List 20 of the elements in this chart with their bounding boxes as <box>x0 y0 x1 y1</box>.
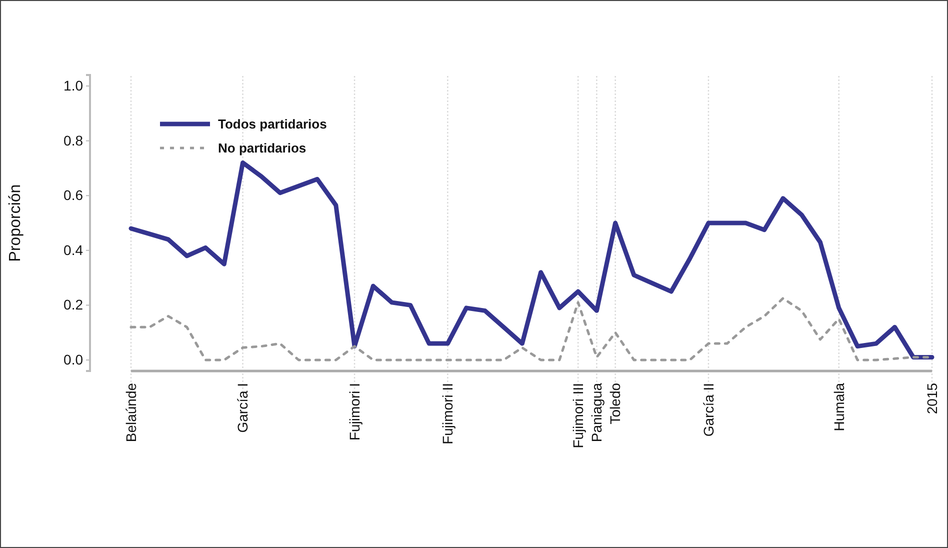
y-tick-label: 0.6 <box>64 187 84 204</box>
line-series <box>128 160 934 360</box>
legend-label: Todos partidarios <box>218 116 327 132</box>
x-tick-label: García I <box>234 382 251 433</box>
x-tick-label: Fujimori II <box>440 382 456 444</box>
y-tick-label: 0.4 <box>64 242 84 258</box>
y-axis-title: Proporción <box>7 184 24 262</box>
x-tick-label: Fujimori I <box>346 382 362 441</box>
x-tick-label: Toledo <box>607 382 624 424</box>
y-tick-label: 0.8 <box>64 132 84 148</box>
x-tick-label: 2015 <box>924 382 940 414</box>
y-tick-label: 0.2 <box>64 296 84 313</box>
x-tick-label: Belaúnde <box>122 382 139 442</box>
x-tick-label: Fujimori III <box>570 382 586 448</box>
x-tick-label: Paniagua <box>588 382 605 442</box>
legend-label: No partidarios <box>218 140 306 156</box>
x-tick-label: Humala <box>830 382 847 432</box>
y-tick-label: 0.0 <box>64 351 84 368</box>
y-tick-label: 1.0 <box>64 77 84 94</box>
x-tick-label: García II <box>700 382 716 437</box>
